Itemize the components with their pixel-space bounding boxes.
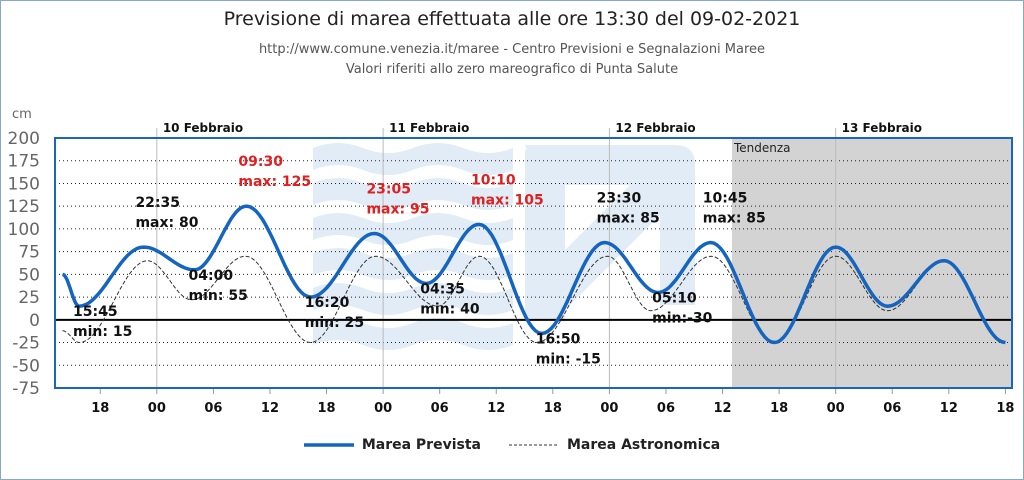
x-tick-label: 00 bbox=[600, 401, 618, 416]
y-tick-label: 75 bbox=[18, 243, 40, 263]
x-tick-label: 00 bbox=[374, 401, 392, 416]
legend-item-astronomica: Marea Astronomica bbox=[508, 437, 721, 453]
annotation-time: 10:10 bbox=[471, 172, 516, 188]
annotation-value: min: 55 bbox=[189, 288, 248, 304]
y-tick-label: 25 bbox=[18, 288, 40, 308]
x-tick-label: 00 bbox=[148, 401, 166, 416]
x-tick-label: 18 bbox=[544, 401, 562, 416]
watermark-wave bbox=[313, 178, 513, 210]
annotation-value: min:-30 bbox=[652, 311, 713, 327]
day-label: 11 Febbraio bbox=[389, 121, 469, 135]
x-tick-label: 12 bbox=[713, 401, 731, 416]
chart-title: Previsione di marea effettuata alle ore … bbox=[223, 8, 801, 30]
y-tick-label: 0 bbox=[29, 311, 40, 331]
watermark-wave bbox=[313, 143, 513, 175]
annotation-time: 23:05 bbox=[366, 181, 411, 197]
plot-frame bbox=[54, 137, 1013, 389]
x-tick-label: 18 bbox=[91, 401, 109, 416]
annotation-time: 10:45 bbox=[703, 191, 748, 207]
y-axis-unit: cm bbox=[12, 107, 32, 122]
legend-solid-line-icon bbox=[303, 443, 354, 447]
annotation-value: max: 95 bbox=[366, 201, 429, 217]
x-tick-label: 12 bbox=[940, 401, 958, 416]
annotation-value: min: 40 bbox=[420, 301, 480, 317]
legend-label-astronomica: Marea Astronomica bbox=[566, 437, 721, 453]
annotation-time: 16:50 bbox=[536, 331, 581, 347]
legend-dashed-line-icon bbox=[508, 444, 559, 446]
y-tick-label: -25 bbox=[12, 334, 40, 354]
day-label: 12 Febbraio bbox=[615, 121, 695, 135]
watermark-wave bbox=[313, 318, 513, 350]
y-tick-label: -75 bbox=[12, 379, 40, 399]
annotation-time: 04:00 bbox=[189, 268, 234, 284]
x-tick-label: 00 bbox=[827, 401, 845, 416]
annotation-value: max: 105 bbox=[471, 192, 544, 208]
day-label: 10 Febbraio bbox=[163, 121, 243, 135]
series-line-astronomica bbox=[62, 255, 1006, 344]
annotation-time: 09:30 bbox=[238, 154, 283, 170]
watermark-wave bbox=[313, 283, 513, 315]
watermark-logo bbox=[525, 145, 695, 320]
trend-label: Tendenza bbox=[733, 141, 791, 155]
annotation-value: min: 25 bbox=[305, 315, 364, 331]
y-tick-label: -50 bbox=[12, 356, 40, 376]
x-tick-label: 18 bbox=[996, 401, 1014, 416]
annotation-value: min: 15 bbox=[73, 324, 132, 340]
y-tick-label: 175 bbox=[8, 152, 40, 172]
annotation-value: max: 80 bbox=[135, 215, 198, 231]
annotation-time: 23:30 bbox=[597, 191, 642, 207]
trend-region bbox=[731, 138, 1012, 388]
annotation-time: 16:20 bbox=[305, 295, 350, 311]
series-line-prevista bbox=[62, 204, 1006, 345]
annotation-time: 04:35 bbox=[420, 281, 465, 297]
y-tick-label: 150 bbox=[8, 174, 40, 194]
annotation-time: 05:10 bbox=[652, 291, 697, 307]
x-tick-label: 18 bbox=[317, 401, 335, 416]
annotation-value: max: 125 bbox=[238, 174, 311, 190]
x-tick-label: 06 bbox=[883, 401, 901, 416]
y-tick-label: 125 bbox=[8, 197, 40, 217]
y-tick-label: 100 bbox=[8, 220, 40, 240]
annotation-value: min: -15 bbox=[536, 351, 601, 367]
legend: Marea Prevista Marea Astronomica bbox=[0, 437, 1024, 453]
day-label: 13 Febbraio bbox=[842, 121, 922, 135]
source-url: http://www.comune.venezia.it/maree - Cen… bbox=[258, 42, 766, 57]
x-tick-label: 06 bbox=[657, 401, 675, 416]
x-tick-label: 12 bbox=[487, 401, 505, 416]
annotation-value: max: 85 bbox=[703, 211, 766, 227]
x-tick-label: 06 bbox=[204, 401, 222, 416]
y-tick-label: 200 bbox=[8, 129, 40, 149]
annotation-value: max: 85 bbox=[597, 211, 660, 227]
x-tick-label: 06 bbox=[431, 401, 449, 416]
x-tick-label: 12 bbox=[261, 401, 279, 416]
annotation-time: 15:45 bbox=[73, 304, 118, 320]
legend-item-prevista: Marea Prevista bbox=[303, 437, 481, 453]
x-tick-label: 18 bbox=[770, 401, 788, 416]
y-tick-label: 50 bbox=[18, 265, 40, 285]
reference-note: Valori riferiti allo zero mareografico d… bbox=[345, 62, 679, 77]
annotation-time: 22:35 bbox=[135, 195, 180, 211]
legend-label-prevista: Marea Prevista bbox=[361, 437, 481, 453]
